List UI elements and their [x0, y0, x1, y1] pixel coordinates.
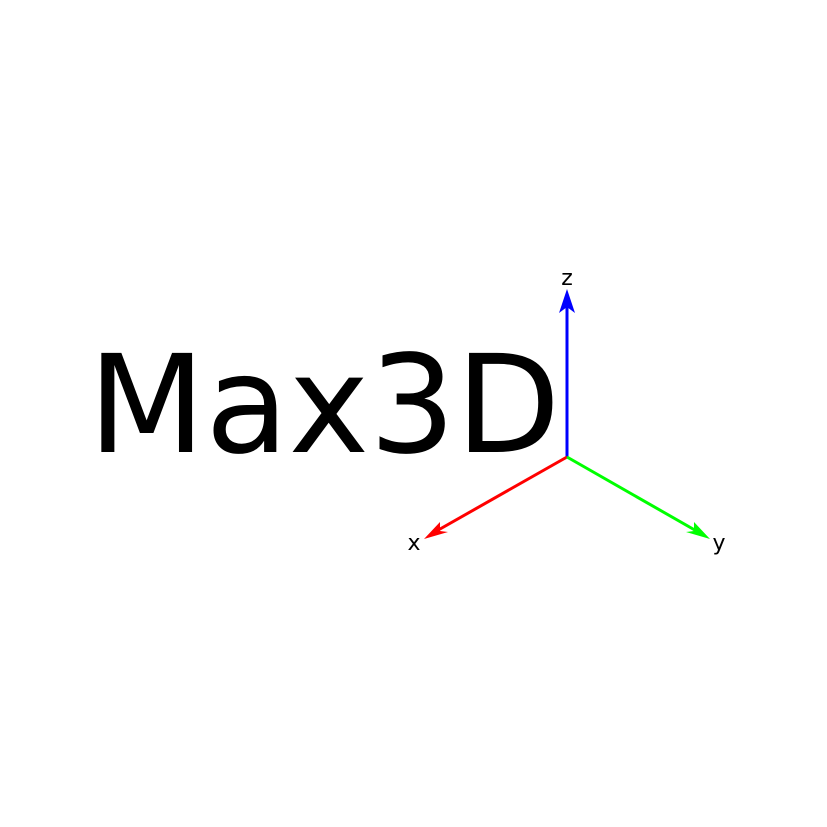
- x-axis-arrowhead: [424, 522, 448, 539]
- x-axis-label: x: [407, 531, 420, 556]
- y-axis-line: [566, 455, 701, 535]
- x-axis-line: [432, 455, 568, 535]
- z-axis-label: z: [561, 266, 573, 291]
- z-axis-arrowhead: [559, 289, 575, 313]
- z-axis: z: [559, 266, 575, 457]
- y-axis-label: y: [712, 531, 725, 556]
- y-axis-arrowhead: [686, 522, 710, 539]
- y-axis: y: [566, 455, 726, 556]
- logo-wordmark: Max3D: [88, 327, 561, 485]
- x-axis: x: [407, 455, 568, 556]
